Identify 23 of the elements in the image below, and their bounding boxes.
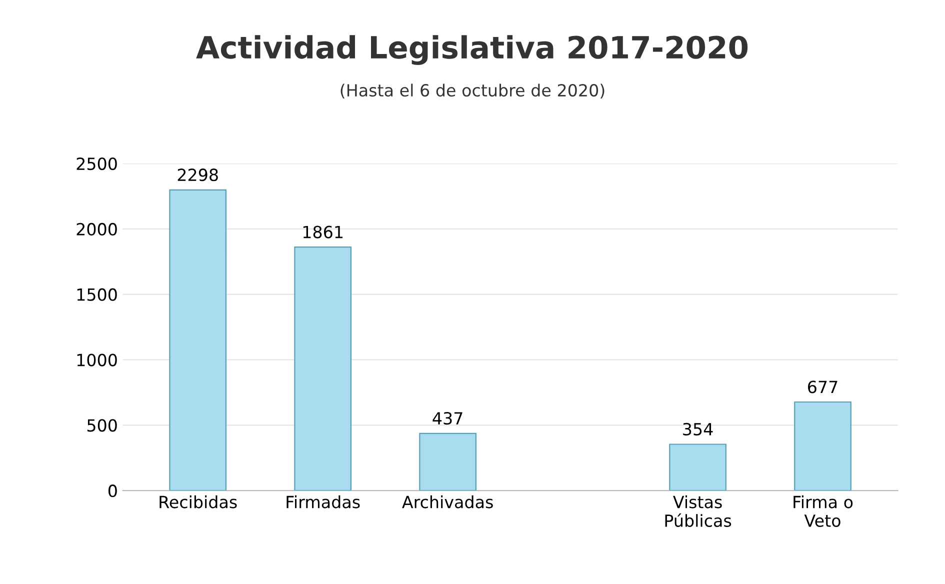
data-label: 2298 — [178, 168, 218, 182]
y-tick-label: 0 — [108, 484, 117, 498]
x-tick-label: Recibidas — [160, 495, 237, 508]
y-tick-label: 500 — [87, 419, 117, 432]
x-tick-label: Firma o Veto — [794, 495, 853, 527]
y-tick-label: 2000 — [76, 222, 117, 236]
chart-title: Actividad Legislativa 2017-2020 — [196, 35, 748, 65]
chart-subtitle: (Hasta el 6 de octubre de 2020) — [340, 84, 604, 99]
y-tick-label: 1500 — [77, 288, 117, 301]
bar — [419, 432, 476, 491]
x-tick-label: Vistas Públicas — [665, 495, 732, 527]
data-label: 354 — [683, 422, 713, 436]
bar — [169, 189, 227, 491]
bar — [669, 444, 726, 491]
data-label: 677 — [808, 380, 838, 394]
y-tick-label: 2500 — [76, 157, 117, 170]
bar — [294, 246, 352, 491]
x-tick-label: Firmadas — [286, 495, 360, 508]
x-tick-label: Archivadas — [402, 495, 493, 508]
data-label: 1861 — [303, 226, 342, 238]
y-tick-label: 1000 — [77, 354, 117, 366]
bar — [794, 401, 852, 491]
data-label: 437 — [432, 412, 462, 425]
